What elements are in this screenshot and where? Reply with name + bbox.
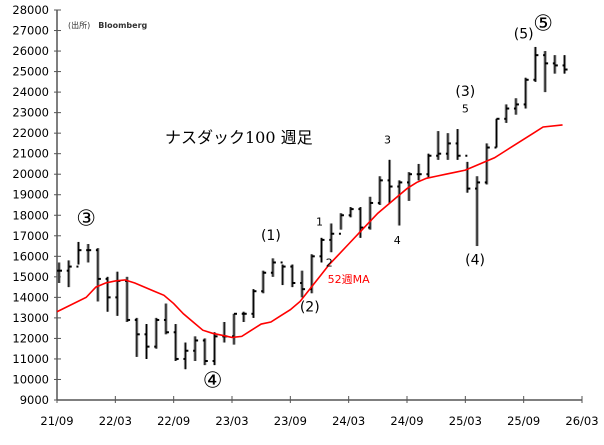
y-tick-label: 19000 (12, 188, 49, 202)
y-tick-label: 22000 (12, 126, 49, 140)
x-tick-label: 25/03 (449, 414, 482, 428)
chart-title: ナスダック100 週足 (165, 128, 313, 147)
y-tick-label: 12000 (12, 331, 49, 345)
source-note: (出所) Bloomberg (68, 20, 147, 31)
y-tick-label: 11000 (12, 352, 49, 366)
y-tick-label: 16000 (12, 249, 49, 263)
annotation-sub: 3 (384, 133, 391, 146)
x-tick-label: 22/03 (99, 414, 132, 428)
x-tick-label: 26/03 (565, 414, 598, 428)
x-tick-label: 23/03 (215, 414, 248, 428)
annotation-sub: 4 (394, 234, 401, 247)
ma-line (56, 124, 563, 339)
annotation-wave: (1) (261, 228, 281, 244)
x-tick-label: 21/09 (40, 414, 73, 428)
annotation-sub: 5 (462, 103, 469, 116)
annotation-wave: (5) (514, 27, 534, 43)
y-tick-label: 21000 (12, 147, 49, 161)
y-tick-label: 20000 (12, 167, 49, 181)
y-tick-label: 18000 (12, 208, 49, 222)
y-tick-label: 24000 (12, 85, 49, 99)
x-tick-label: 25/09 (507, 414, 540, 428)
annotation-wave: (2) (300, 300, 320, 316)
annotation-ma-label: 52週MA (328, 273, 370, 286)
annotation-wave: (3) (455, 84, 475, 100)
x-tick-label: 23/09 (274, 414, 307, 428)
y-tick-label: 28000 (12, 3, 49, 17)
annotation-sub: 2 (326, 257, 333, 270)
y-tick-label: 14000 (12, 290, 49, 304)
source-name: Bloomberg (98, 21, 148, 30)
y-tick-label: 23000 (12, 106, 49, 120)
y-tick-label: 25000 (12, 65, 49, 79)
y-tick-label: 13000 (12, 311, 49, 325)
source-label: (出所) (68, 21, 91, 30)
annotation-wave: (4) (465, 253, 485, 269)
annotation-circled: ③ (76, 207, 96, 232)
annotation-circled: ④ (203, 369, 223, 394)
y-tick-label: 27000 (12, 24, 49, 38)
y-tick-label: 26000 (12, 44, 49, 58)
x-tick-label: 24/03 (332, 414, 365, 428)
y-tick-label: 10000 (12, 372, 49, 386)
annotation-circled: ⑤ (533, 12, 553, 37)
y-tick-label: 9000 (20, 393, 49, 407)
y-tick-label: 17000 (12, 229, 49, 243)
x-tick-label: 22/09 (157, 414, 190, 428)
y-tick-label: 15000 (12, 270, 49, 284)
annotation-sub: 1 (316, 216, 323, 229)
x-tick-label: 24/09 (390, 414, 423, 428)
